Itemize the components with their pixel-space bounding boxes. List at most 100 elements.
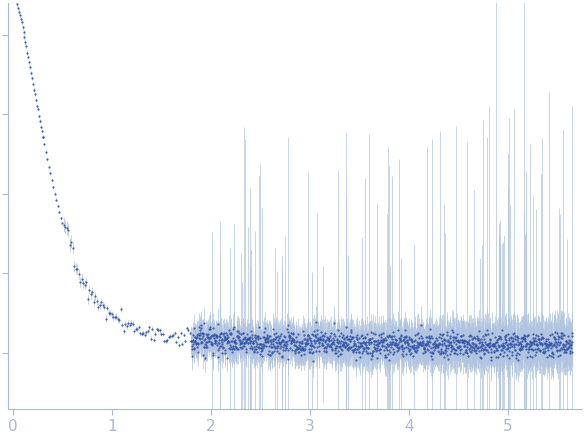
Point (301, 341, 311, 348)
Point (353, 331, 362, 338)
Point (248, 337, 257, 344)
Point (356, 343, 365, 350)
Point (560, 349, 570, 356)
Point (295, 339, 305, 346)
Point (278, 336, 288, 343)
Point (503, 345, 512, 352)
Point (228, 326, 238, 333)
Point (285, 336, 294, 343)
Point (528, 331, 538, 338)
Point (202, 344, 212, 351)
Point (308, 342, 318, 349)
Point (355, 349, 364, 356)
Point (457, 336, 466, 343)
Point (256, 350, 265, 357)
Point (395, 335, 405, 342)
Point (557, 330, 566, 337)
Point (353, 343, 363, 350)
Point (479, 336, 488, 343)
Point (305, 349, 314, 356)
Point (567, 349, 576, 356)
Point (550, 329, 560, 336)
Point (209, 349, 218, 356)
Point (462, 338, 472, 345)
Point (406, 336, 415, 343)
Point (199, 343, 209, 350)
Point (512, 333, 522, 340)
Point (443, 331, 452, 338)
Point (373, 347, 382, 354)
Point (243, 340, 253, 347)
Point (309, 357, 318, 364)
Point (23, 49, 32, 56)
Point (529, 337, 538, 344)
Point (548, 351, 558, 358)
Point (469, 333, 479, 340)
Point (493, 354, 503, 361)
Point (19, 29, 28, 36)
Point (394, 344, 404, 351)
Point (231, 339, 240, 346)
Point (372, 354, 381, 361)
Point (457, 338, 467, 345)
Point (187, 337, 196, 344)
Point (207, 340, 216, 347)
Point (365, 335, 374, 342)
Point (510, 329, 519, 336)
Point (357, 339, 367, 346)
Point (512, 350, 522, 357)
Point (458, 350, 467, 357)
Point (346, 327, 355, 334)
Point (222, 336, 231, 343)
Point (327, 340, 336, 347)
Point (322, 340, 331, 347)
Point (425, 342, 434, 349)
Point (499, 343, 508, 350)
Point (342, 341, 351, 348)
Point (493, 337, 502, 344)
Point (210, 339, 219, 346)
Point (491, 342, 500, 349)
Point (332, 350, 341, 357)
Point (229, 323, 238, 330)
Point (321, 338, 330, 345)
Point (459, 338, 468, 345)
Point (427, 335, 436, 342)
Point (407, 344, 417, 351)
Point (387, 336, 397, 343)
Point (418, 338, 427, 345)
Point (522, 346, 531, 353)
Point (538, 348, 548, 355)
Point (373, 336, 383, 343)
Point (454, 338, 463, 345)
Point (428, 340, 438, 347)
Point (496, 347, 505, 354)
Point (277, 342, 286, 349)
Point (295, 345, 305, 352)
Point (423, 340, 432, 347)
Point (378, 339, 388, 346)
Point (206, 333, 215, 340)
Point (373, 340, 383, 347)
Point (454, 343, 463, 350)
Point (157, 331, 166, 338)
Point (377, 338, 387, 345)
Point (420, 343, 429, 350)
Point (511, 347, 520, 354)
Point (414, 341, 424, 348)
Point (43, 156, 52, 163)
Point (106, 309, 115, 316)
Point (359, 335, 368, 342)
Point (553, 335, 563, 342)
Point (356, 333, 366, 340)
Point (334, 333, 343, 340)
Point (300, 350, 309, 357)
Point (362, 342, 371, 349)
Point (326, 330, 335, 337)
Point (565, 336, 574, 343)
Point (229, 339, 239, 346)
Point (331, 345, 340, 352)
Point (414, 329, 423, 336)
Point (315, 342, 324, 349)
Point (397, 341, 407, 348)
